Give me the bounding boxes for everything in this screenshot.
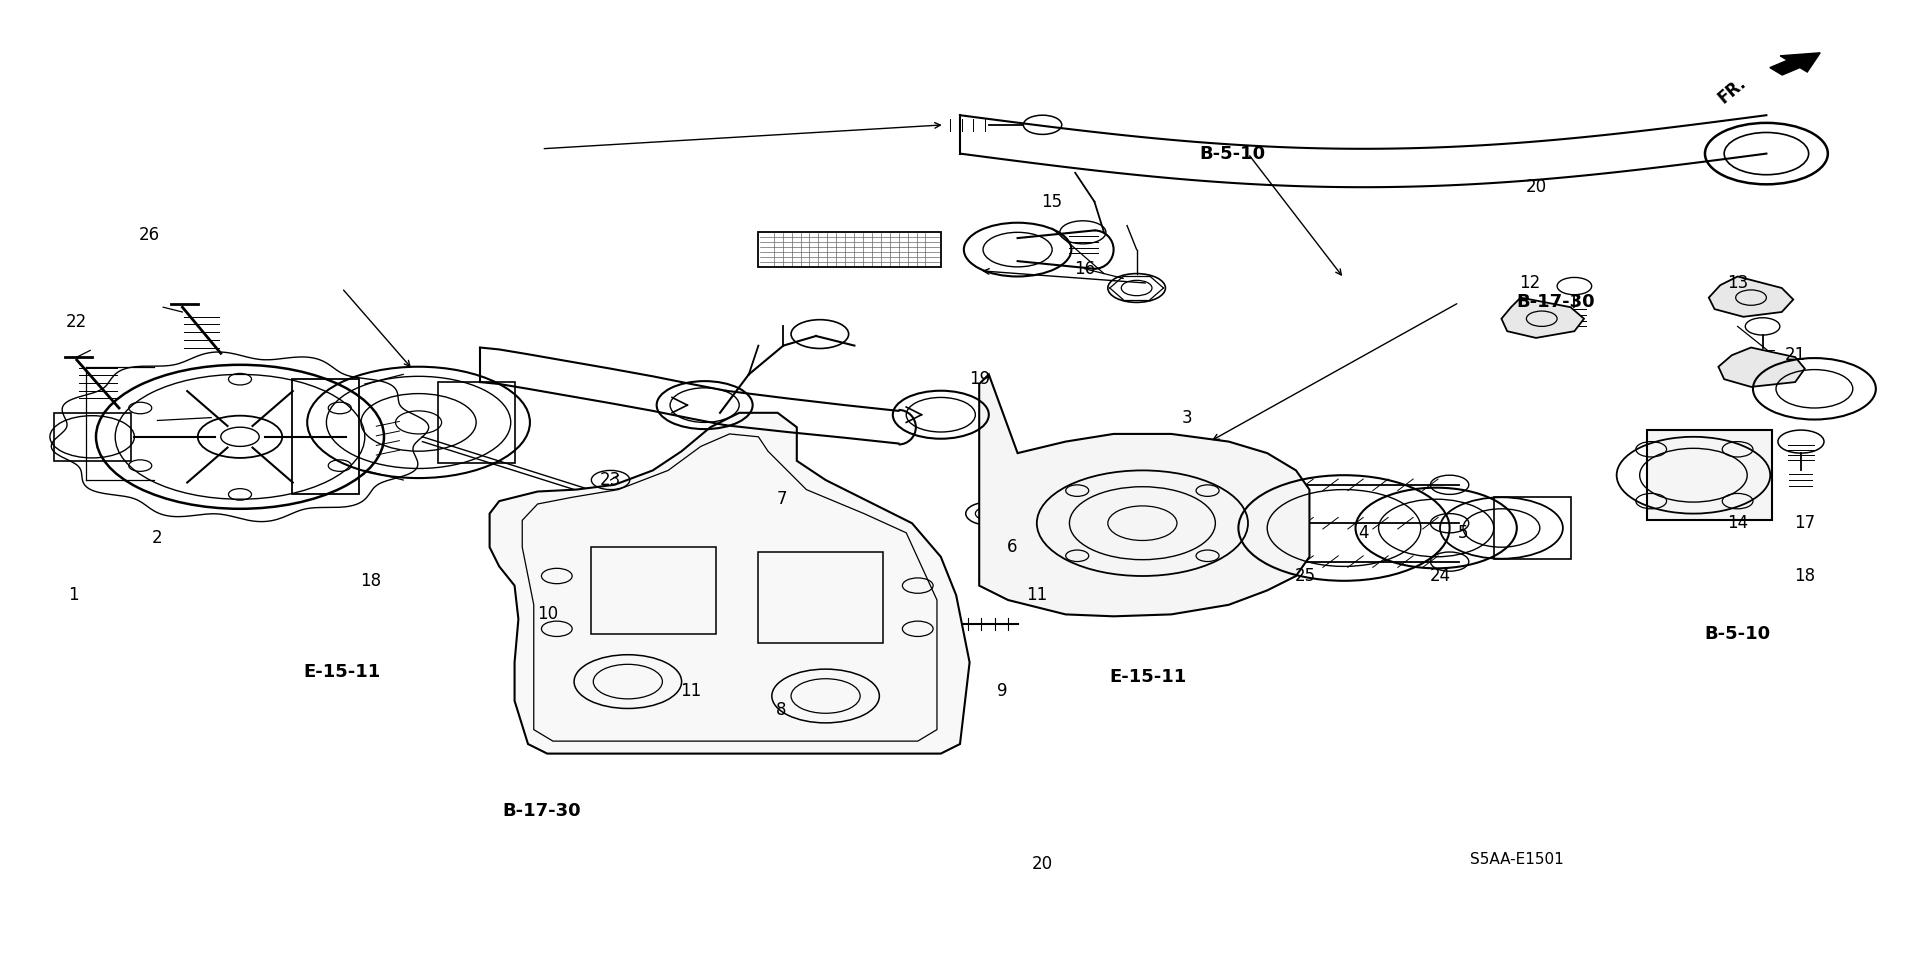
Polygon shape xyxy=(1718,348,1805,387)
Text: 19: 19 xyxy=(968,371,991,388)
Text: 18: 18 xyxy=(359,572,382,589)
Bar xyxy=(758,232,941,267)
Text: 23: 23 xyxy=(599,471,622,489)
Text: 25: 25 xyxy=(1294,567,1317,585)
Text: 8: 8 xyxy=(776,702,787,719)
Text: 4: 4 xyxy=(1357,524,1369,541)
Text: 2: 2 xyxy=(152,529,163,546)
Text: 6: 6 xyxy=(1006,539,1018,556)
Polygon shape xyxy=(979,374,1309,616)
Bar xyxy=(758,552,883,643)
Bar xyxy=(591,547,716,634)
Text: S5AA-E1501: S5AA-E1501 xyxy=(1471,852,1563,867)
Text: 20: 20 xyxy=(1031,855,1054,873)
Bar xyxy=(1494,497,1571,559)
Text: FR.: FR. xyxy=(1715,73,1749,107)
Bar xyxy=(1647,430,1772,520)
Text: B-17-30: B-17-30 xyxy=(1517,294,1594,311)
FancyArrow shape xyxy=(1770,53,1820,75)
Text: 18: 18 xyxy=(1793,567,1816,585)
Text: 26: 26 xyxy=(138,227,161,244)
Text: 15: 15 xyxy=(1041,193,1064,210)
Text: 13: 13 xyxy=(1726,275,1749,292)
Bar xyxy=(54,413,131,461)
Text: 20: 20 xyxy=(1524,179,1548,196)
Polygon shape xyxy=(1709,276,1793,317)
Text: 1: 1 xyxy=(67,587,79,604)
Text: B-5-10: B-5-10 xyxy=(1705,625,1770,642)
Text: 5: 5 xyxy=(1457,524,1469,541)
Text: 21: 21 xyxy=(1784,347,1807,364)
Text: 12: 12 xyxy=(1519,275,1542,292)
Polygon shape xyxy=(490,413,970,754)
Text: 7: 7 xyxy=(776,491,787,508)
Text: B-5-10: B-5-10 xyxy=(1200,145,1265,162)
Bar xyxy=(292,379,359,494)
Text: 9: 9 xyxy=(996,683,1008,700)
Text: B-17-30: B-17-30 xyxy=(503,803,580,820)
Text: 10: 10 xyxy=(536,606,559,623)
Text: 16: 16 xyxy=(1073,260,1096,277)
Text: E-15-11: E-15-11 xyxy=(1110,668,1187,685)
Text: 11: 11 xyxy=(1025,587,1048,604)
Polygon shape xyxy=(1501,298,1584,338)
Text: E-15-11: E-15-11 xyxy=(303,663,380,681)
Text: 11: 11 xyxy=(680,683,703,700)
Text: 14: 14 xyxy=(1726,515,1749,532)
Text: 3: 3 xyxy=(1181,409,1192,426)
Text: 22: 22 xyxy=(65,313,88,330)
Text: 24: 24 xyxy=(1428,567,1452,585)
Text: 17: 17 xyxy=(1793,515,1816,532)
Bar xyxy=(438,382,515,463)
